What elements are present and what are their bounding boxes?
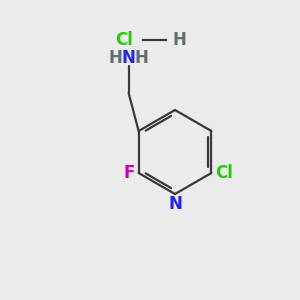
Text: N: N [168,195,182,213]
Text: H: H [172,31,186,49]
Text: Cl: Cl [115,31,133,49]
Text: N: N [122,49,136,67]
Text: H: H [109,49,123,67]
Text: Cl: Cl [215,164,233,182]
Text: F: F [123,164,135,182]
Text: H: H [135,49,148,67]
